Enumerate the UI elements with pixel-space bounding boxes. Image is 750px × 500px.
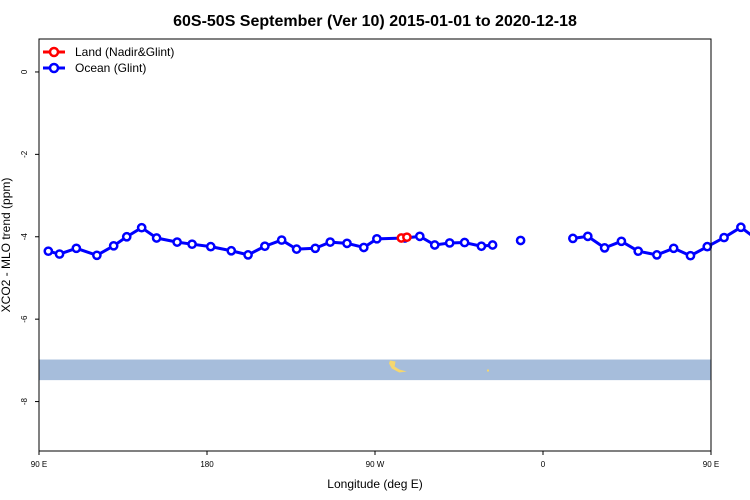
ocean-series-point (187, 239, 197, 250)
ocean-series-point (515, 235, 526, 246)
ocean-series-point (43, 246, 54, 257)
y-tick-label: 0 (20, 69, 29, 74)
map-strip-land (389, 360, 407, 373)
ocean-series-point (476, 241, 487, 252)
ocean-series-point (685, 250, 696, 261)
land-series-point (402, 232, 412, 243)
x-tick-label: 90 W (366, 460, 385, 469)
ocean-series-point (172, 237, 182, 247)
legend-ocean-label: Ocean (Glint) (75, 61, 146, 75)
ocean-series-point (668, 243, 679, 254)
legend-land-label: Land (Nadir&Glint) (75, 45, 174, 59)
chart-title: 60S-50S September (Ver 10) 2015-01-01 to… (173, 13, 577, 30)
ocean-series-point (633, 246, 644, 257)
ocean-series-point (429, 240, 440, 250)
ocean-series-point (108, 240, 119, 251)
legend: Land (Nadir&Glint) Ocean (Glint) (43, 45, 174, 75)
ocean-series-point (702, 241, 713, 252)
ocean-series-point (291, 244, 302, 254)
ocean-series-point (444, 238, 455, 248)
y-axis-label: XCO2 - MLO trend (ppm) (0, 178, 13, 313)
y-tick-label: -2 (20, 150, 29, 158)
y-tick-label: -6 (20, 315, 29, 323)
x-tick-label: 90 E (31, 460, 47, 469)
ocean-series-point (414, 231, 425, 242)
ocean-series-point (151, 233, 162, 243)
ocean-series-point (582, 231, 593, 242)
ocean-series-point (342, 238, 352, 249)
ocean-series-point (487, 240, 498, 250)
map-strip-ocean (39, 359, 711, 381)
map-strip (39, 359, 711, 381)
y-tick-label: -4 (20, 233, 29, 241)
ocean-series-point (310, 243, 321, 254)
ocean-series-point (226, 245, 237, 256)
ocean-series-point (325, 237, 336, 247)
ocean-series-point (260, 241, 270, 252)
map-strip-land (487, 369, 489, 372)
ocean-series-point (736, 222, 746, 233)
ocean-series-point (652, 250, 662, 260)
ocean-series-point (616, 236, 627, 247)
legend-ocean-marker (48, 62, 60, 74)
ocean-series-point (568, 233, 578, 244)
ocean-series-point (358, 242, 369, 253)
legend-land-marker (48, 46, 60, 58)
x-tick-label: 90 E (703, 460, 719, 469)
ocean-series-point (276, 235, 287, 245)
series-layer (43, 222, 750, 261)
ocean-series-point (92, 250, 102, 261)
ocean-series-point (71, 243, 82, 254)
ocean-series-point (205, 241, 216, 252)
ocean-series-point (372, 233, 382, 244)
x-axis: 90 E 180 90 W 0 90 E (31, 451, 719, 469)
ocean-series-point (599, 243, 610, 253)
ocean-series-point (136, 222, 147, 233)
x-tick-label: 180 (200, 460, 214, 469)
ocean-series-line (47, 226, 493, 257)
y-axis: 0 -2 -4 -6 -8 (20, 69, 39, 405)
x-axis-label: Longitude (deg E) (327, 477, 422, 491)
x-tick-label: 0 (541, 460, 546, 469)
y-tick-label: -8 (20, 397, 29, 405)
ocean-series-point (243, 250, 253, 260)
ocean-series-point (459, 237, 470, 248)
ocean-series-point (121, 231, 132, 242)
ocean-series-point (719, 232, 729, 243)
ocean-series-point (54, 249, 65, 259)
